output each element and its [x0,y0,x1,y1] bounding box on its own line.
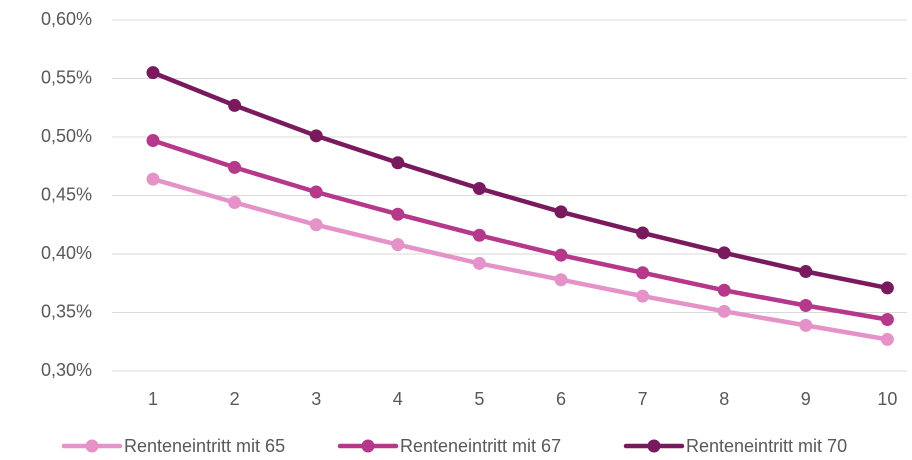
data-point [309,218,323,232]
data-point [554,248,568,262]
legend-item: Renteneintritt mit 67 [337,436,561,456]
data-point [228,160,242,174]
y-tick-label: 0,50% [41,126,92,146]
data-point [799,265,813,279]
y-tick-label: 0,40% [41,243,92,263]
legend-label: Renteneintritt mit 65 [124,436,285,456]
data-point [146,172,160,186]
series-2 [146,134,894,327]
x-tick-label: 9 [801,389,811,409]
data-point [717,283,731,297]
series-line [150,70,890,291]
data-point [636,266,650,280]
legend-marker [85,439,99,453]
y-tick-label: 0,45% [41,184,92,204]
gridlines [112,19,907,372]
data-point [636,289,650,303]
y-tick-label: 0,55% [41,67,92,87]
series-lines [146,66,894,346]
series-line [150,176,890,342]
series-line [150,138,890,322]
data-point [554,273,568,287]
series-3 [146,66,894,295]
data-point [880,281,894,295]
data-point [472,228,486,242]
data-point [554,205,568,219]
data-point [880,313,894,327]
x-tick-label: 1 [148,389,158,409]
y-tick-label: 0,35% [41,301,92,321]
data-point [228,98,242,112]
data-point [717,304,731,318]
data-point [391,238,405,252]
data-point [717,246,731,260]
legend-marker [647,439,661,453]
legend-label: Renteneintritt mit 70 [686,436,847,456]
x-tick-label: 8 [719,389,729,409]
data-point [228,196,242,210]
data-point [391,156,405,170]
x-tick-label: 7 [638,389,648,409]
x-tick-label: 2 [230,389,240,409]
data-point [799,318,813,332]
x-tick-label: 10 [877,389,897,409]
data-point [309,129,323,143]
x-axis-tick-labels: 1 2 3 4 5 6 7 8 9 10 [148,389,897,409]
x-tick-label: 5 [474,389,484,409]
legend: Renteneintritt mit 65 Renteneintritt mit … [61,436,847,456]
data-point [146,66,160,80]
legend-item: Renteneintritt mit 70 [623,436,847,456]
data-point [391,207,405,221]
data-point [799,298,813,312]
data-point [472,181,486,195]
series-1 [146,172,894,346]
x-tick-label: 6 [556,389,566,409]
data-point [146,134,160,148]
y-tick-label: 0,30% [41,360,92,380]
legend-label: Renteneintritt mit 67 [400,436,561,456]
x-tick-label: 3 [311,389,321,409]
legend-marker [361,439,375,453]
data-point [880,332,894,346]
x-tick-label: 4 [393,389,403,409]
data-point [309,185,323,199]
legend-item: Renteneintritt mit 65 [61,436,285,456]
data-point [636,226,650,240]
data-point [472,256,486,270]
y-axis-tick-labels: 0,30% 0,35% 0,40% 0,45% 0,50% 0,55% 0,60% [41,9,92,380]
y-tick-label: 0,60% [41,9,92,29]
